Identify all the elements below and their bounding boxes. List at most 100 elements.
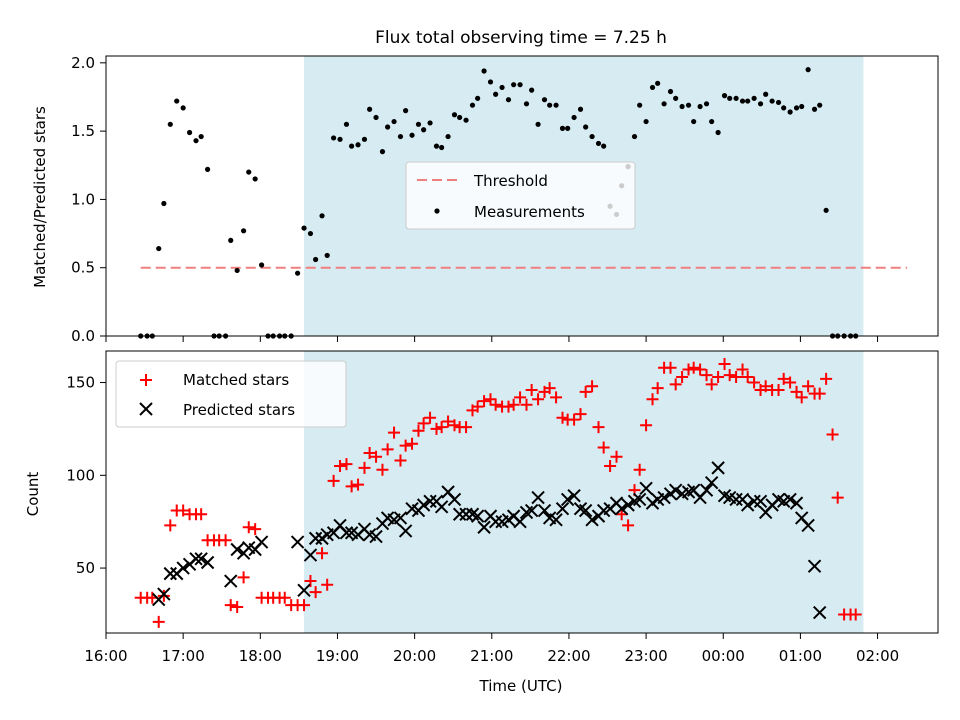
matched-stars-point xyxy=(370,450,383,463)
y-tick-label: 1.0 xyxy=(71,190,95,208)
predicted-stars-point xyxy=(789,496,804,510)
measurement-point xyxy=(529,87,535,93)
matched-stars-point xyxy=(242,521,255,534)
matched-stars-point xyxy=(435,421,448,434)
legend-predicted-label: Predicted stars xyxy=(183,401,295,419)
matched-stars-point xyxy=(741,370,754,383)
matched-stars-point xyxy=(352,478,365,491)
measurement-point xyxy=(661,101,667,107)
measurement-point xyxy=(733,95,739,101)
measurement-point xyxy=(481,68,487,74)
matched-stars-point xyxy=(507,398,520,411)
matched-stars-point xyxy=(334,460,347,473)
matched-stars-point xyxy=(676,370,689,383)
matched-stars-point xyxy=(219,534,232,547)
measurement-point xyxy=(493,91,499,97)
measurement-point xyxy=(763,91,769,97)
measurement-point xyxy=(511,82,517,88)
matched-stars-point xyxy=(417,417,430,430)
matched-stars-point xyxy=(586,380,599,393)
measurement-point xyxy=(313,256,319,263)
predicted-stars-point xyxy=(537,503,552,518)
measurement-point xyxy=(258,262,265,268)
measurement-point xyxy=(601,143,607,149)
matched-stars-point xyxy=(790,385,803,398)
matched-stars-point xyxy=(700,369,713,382)
measurement-point xyxy=(161,200,167,207)
bottom-legend-box xyxy=(115,360,347,428)
predicted-stars-point xyxy=(297,583,311,598)
measurement-point xyxy=(337,136,343,142)
measurement-point xyxy=(757,101,764,107)
bottom-legend: Matched stars Predicted stars xyxy=(115,360,347,428)
measurement-point xyxy=(228,237,234,243)
measurement-point xyxy=(198,133,204,140)
predicted-stars-point xyxy=(668,483,683,497)
matched-stars-point xyxy=(152,615,165,628)
matched-stars-point xyxy=(327,474,340,487)
x-tick-label: 02:00 xyxy=(856,647,899,665)
measurement-point xyxy=(631,133,638,140)
predicted-stars-point xyxy=(807,559,822,573)
matched-stars-point xyxy=(448,419,461,432)
bottom-axes-frame xyxy=(105,350,939,634)
y-tick-label: 0.5 xyxy=(71,259,95,277)
predicted-stars-point xyxy=(549,513,563,527)
predicted-stars-point xyxy=(194,552,208,566)
measurement-point xyxy=(769,98,775,104)
y-tick-label: 50 xyxy=(76,559,95,577)
y-tick-label: 1.5 xyxy=(71,122,95,140)
matched-stars-point xyxy=(712,370,725,383)
matched-stars-point xyxy=(471,400,484,413)
measurement-point xyxy=(541,97,548,103)
matched-stars-point xyxy=(249,523,262,536)
measurement-point xyxy=(559,125,566,131)
bottom-highlight-span xyxy=(304,351,864,633)
measurement-point xyxy=(505,97,512,103)
x-tick-label: 18:00 xyxy=(239,647,282,665)
measurement-point xyxy=(805,67,811,73)
legend-matched-swatch xyxy=(140,374,152,386)
matched-stars-point xyxy=(579,385,592,398)
matched-stars-point xyxy=(795,391,808,404)
measurement-point xyxy=(793,105,800,111)
predicted-stars-point xyxy=(560,492,575,507)
predicted-stars-point xyxy=(488,514,503,529)
predicted-stars-point xyxy=(747,494,761,508)
predicted-stars-point xyxy=(393,511,408,525)
matched-stars-point xyxy=(610,450,623,463)
legend-predicted-swatch xyxy=(139,402,153,416)
x-tick-label: 17:00 xyxy=(162,647,205,665)
measurement-point xyxy=(817,102,823,108)
measurement-point xyxy=(643,118,649,125)
measurement-point xyxy=(433,143,440,149)
measurement-point xyxy=(703,101,710,107)
measurement-point xyxy=(775,99,782,106)
matched-stars-point xyxy=(424,411,437,424)
measurement-point xyxy=(715,129,721,136)
matched-stars-point xyxy=(363,447,376,460)
measurement-point xyxy=(193,138,199,144)
predicted-stars-point xyxy=(163,566,178,581)
matched-stars-point xyxy=(646,393,659,406)
predicted-stars-point xyxy=(555,501,570,516)
measurement-point xyxy=(739,98,746,104)
measurement-point xyxy=(589,133,595,140)
measurement-point xyxy=(415,121,422,127)
predicted-stars-point xyxy=(398,524,413,538)
measurement-point xyxy=(535,121,541,127)
matched-stars-point xyxy=(358,461,371,474)
measurement-point xyxy=(343,121,350,127)
measurement-point xyxy=(319,213,325,219)
measurement-point xyxy=(295,270,301,276)
matched-stars-point xyxy=(664,361,677,374)
measurement-point xyxy=(469,102,476,108)
measurement-point xyxy=(523,101,530,107)
predicted-stars-point xyxy=(157,587,171,601)
measurement-point xyxy=(571,114,577,121)
predicted-stars-point xyxy=(477,520,491,534)
legend-matched-label: Matched stars xyxy=(183,371,289,389)
measurement-point xyxy=(787,109,793,115)
top-axes-frame xyxy=(105,55,939,337)
predicted-stars-point xyxy=(578,503,593,518)
